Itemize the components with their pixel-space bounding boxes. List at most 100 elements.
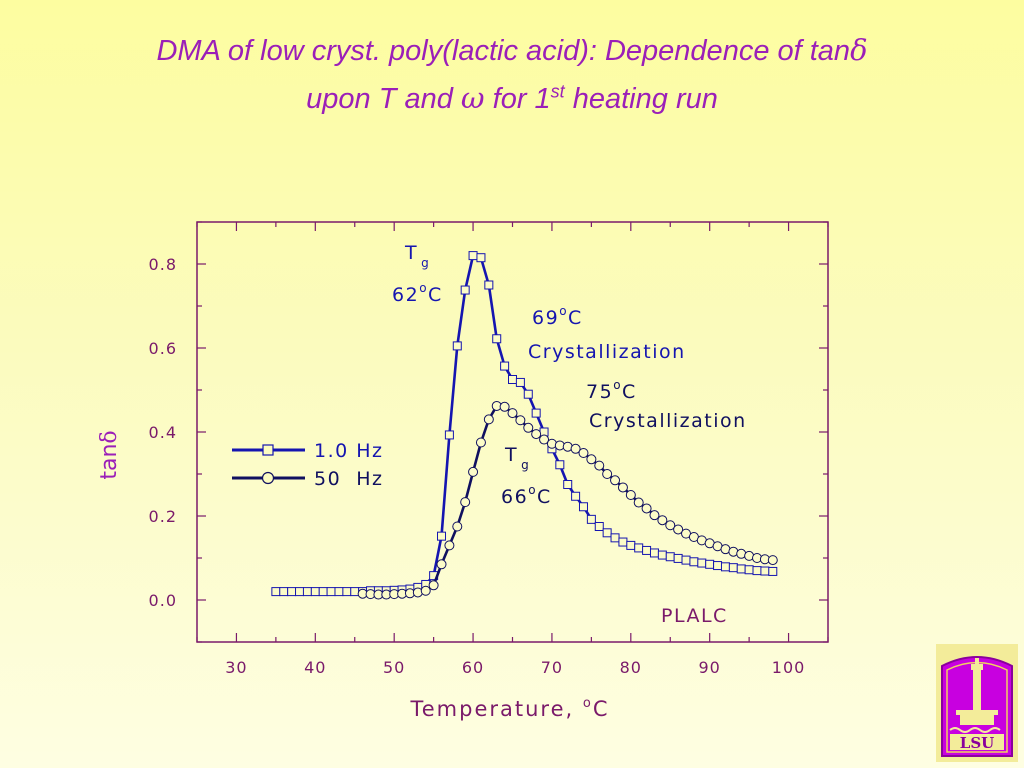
data-point-square <box>342 587 352 597</box>
data-point-square <box>468 251 478 261</box>
legend-item-50hz: 50 Hz <box>232 468 384 490</box>
legend-label-1hz: 1.0 Hz <box>314 440 384 462</box>
data-point-square <box>460 285 470 295</box>
data-point-square <box>720 562 730 572</box>
data-point-square <box>326 587 336 597</box>
data-point-circle <box>468 466 479 477</box>
data-point-square <box>334 587 344 597</box>
data-point-square <box>444 430 454 440</box>
data-point-circle <box>444 540 455 551</box>
svg-text:Tg: Tg <box>404 242 430 270</box>
data-point-square <box>610 533 620 543</box>
data-point-square <box>665 552 675 562</box>
plot-frame <box>196 221 829 643</box>
data-point-square <box>515 377 525 387</box>
data-point-square <box>318 587 328 597</box>
x-axis-label: Temperature, oC <box>409 696 609 721</box>
data-point-circle <box>499 401 510 412</box>
data-point-square <box>437 531 447 541</box>
data-point-square <box>586 514 596 524</box>
data-point-square <box>594 522 604 531</box>
data-point-square <box>476 253 486 263</box>
x-tick-label: 30 <box>225 658 247 677</box>
legend-item-1hz: 1.0 Hz <box>232 440 384 462</box>
data-point-square <box>310 587 320 597</box>
data-point-square <box>697 558 707 568</box>
data-point-circle <box>539 434 550 445</box>
data-point-square <box>752 566 762 576</box>
svg-text:66oC: 66oC <box>501 483 552 508</box>
title-line-1: DMA of low cryst. poly(lactic acid): Dep… <box>156 33 868 67</box>
data-point-circle <box>452 521 463 532</box>
x-tick-label: 90 <box>699 658 721 677</box>
data-point-square <box>760 566 770 576</box>
data-point-square <box>295 587 305 597</box>
data-point-square <box>492 334 502 344</box>
data-point-circle <box>586 454 597 465</box>
data-point-square <box>555 460 565 470</box>
data-point-square <box>681 555 691 565</box>
svg-text:Tg: Tg <box>504 444 530 472</box>
data-point-square <box>602 528 612 538</box>
omega-symbol: ω <box>460 80 485 115</box>
data-point-square <box>350 587 360 597</box>
data-point-circle <box>578 448 589 458</box>
legend: 1.0 Hz 50 Hz <box>232 440 384 490</box>
data-point-circle <box>649 510 660 521</box>
data-point-circle <box>641 503 652 514</box>
data-point-square <box>689 557 699 567</box>
x-tick-label: 40 <box>304 658 326 677</box>
data-point-square <box>563 480 573 489</box>
data-point-square <box>279 587 289 597</box>
x-tick-label: 70 <box>541 658 563 677</box>
data-point-square <box>578 502 588 512</box>
data-point-circle <box>570 443 581 454</box>
axes-layer: 30 40 50 60 70 80 90 100 0.0 0.2 0.4 0.6 0.8 <box>149 221 829 677</box>
sample-label: PLALC <box>661 605 728 627</box>
data-point-square <box>673 553 683 563</box>
data-point-square <box>271 587 281 597</box>
y-tick-label: 0.8 <box>149 255 177 274</box>
legend-label-50hz: 50 Hz <box>314 468 384 490</box>
data-point-circle <box>610 475 621 486</box>
data-point-square <box>728 563 738 573</box>
data-point-circle <box>420 585 431 596</box>
x-tick-label: 60 <box>462 658 484 677</box>
data-point-circle <box>436 559 447 570</box>
data-point-square <box>744 565 754 575</box>
data-point-circle <box>460 497 471 508</box>
series-50hz <box>357 400 778 600</box>
data-point-square <box>531 408 541 418</box>
data-point-circle <box>602 469 613 479</box>
data-point-circle <box>523 422 534 433</box>
data-point-circle <box>767 555 778 566</box>
data-point-square <box>705 559 715 569</box>
x-tick-label: 50 <box>383 658 405 677</box>
data-point-circle <box>673 524 684 535</box>
data-point-square <box>571 491 581 501</box>
title-line-2: upon T and ω for 1st heating run <box>306 80 718 115</box>
y-tick-label: 0.6 <box>149 339 177 358</box>
data-point-square <box>657 550 667 560</box>
data-point-circle <box>617 482 628 493</box>
delta-symbol: δ <box>850 33 868 67</box>
y-tick-label: 0.2 <box>149 507 177 526</box>
university-tower-emblem-icon: LSU <box>936 644 1018 762</box>
data-point-square <box>287 587 297 597</box>
data-point-circle <box>515 415 526 426</box>
logo-text: LSU <box>960 734 994 752</box>
data-point-square <box>642 545 652 555</box>
data-point-square <box>768 566 778 576</box>
data-point-square <box>508 375 517 384</box>
annotation-cryst-50hz: 75oC Crystallization <box>586 378 747 432</box>
svg-text:75oC: 75oC <box>586 378 637 403</box>
data-point-circle <box>633 497 644 508</box>
data-point-square <box>713 561 723 571</box>
data-point-square <box>452 341 462 351</box>
data-point-circle <box>625 490 636 500</box>
data-point-square <box>618 537 628 547</box>
svg-text:Crystallization: Crystallization <box>589 410 747 432</box>
data-point-square <box>736 564 746 574</box>
